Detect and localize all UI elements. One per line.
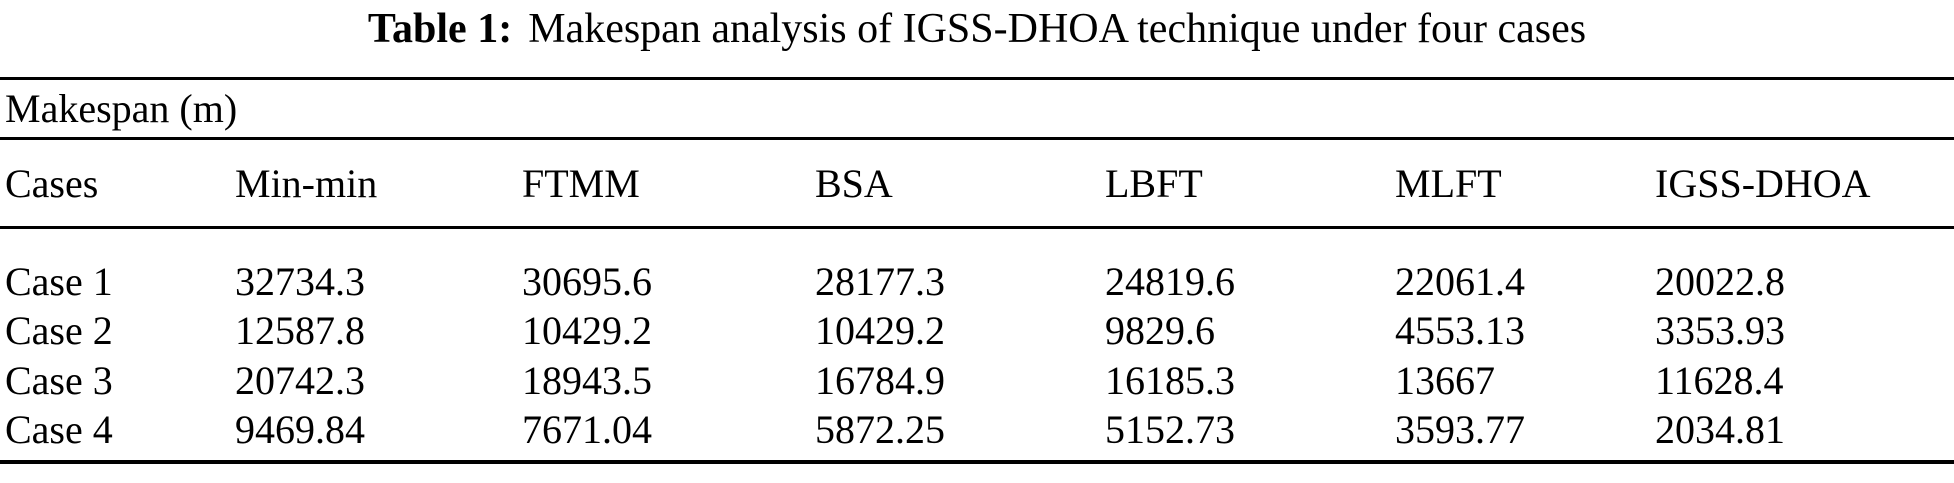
table-cell: 5872.25 xyxy=(815,407,945,452)
group-header-makespan: Makespan (m) xyxy=(0,78,1954,140)
col-header-cases: Cases xyxy=(0,138,235,229)
table-cell: 24819.6 xyxy=(1105,258,1235,304)
table-row-case-2: Case 2 12587.8 10429.2 10429.2 9829.6 45… xyxy=(0,306,1954,356)
table-cell: 11628.4 xyxy=(1655,358,1784,403)
table-caption: Table 1: Makespan analysis of IGSS-DHOA t… xyxy=(0,0,1954,77)
table-cell: 32734.3 xyxy=(235,258,365,304)
table-cell: 30695.6 xyxy=(522,258,652,304)
table-cell: 12587.8 xyxy=(235,308,365,353)
table-cell: 10429.2 xyxy=(815,308,945,353)
table-cell: 3593.77 xyxy=(1395,407,1525,452)
row-label: Case 1 xyxy=(5,258,113,304)
col-header-min-min: Min-min xyxy=(235,138,522,229)
col-header-mlft: MLFT xyxy=(1395,138,1655,229)
table-cell: 9469.84 xyxy=(235,407,365,452)
table-cell: 13667 xyxy=(1395,358,1495,403)
row-label: Case 3 xyxy=(5,358,113,403)
table-cell: 3353.93 xyxy=(1655,308,1785,353)
table-cell: 9829.6 xyxy=(1105,308,1215,353)
table-cell: 20742.3 xyxy=(235,358,365,403)
table-row-case-3: Case 3 20742.3 18943.5 16784.9 16185.3 1… xyxy=(0,356,1954,406)
table-cell: 4553.13 xyxy=(1395,308,1525,353)
table-row-case-1: Case 1 32734.3 30695.6 28177.3 24819.6 2… xyxy=(0,228,1954,306)
table-caption-label: Table 1: xyxy=(367,6,513,52)
table-row-case-4: Case 4 9469.84 7671.04 5872.25 5152.73 3… xyxy=(0,406,1954,462)
table-cell: 22061.4 xyxy=(1395,258,1525,304)
table-cell: 20022.8 xyxy=(1655,258,1785,304)
col-header-bsa: BSA xyxy=(815,138,1105,229)
col-header-lbft: LBFT xyxy=(1105,138,1395,229)
col-header-igss-dhoa: IGSS-DHOA xyxy=(1655,138,1954,229)
table-cell: 18943.5 xyxy=(522,358,652,403)
table-cell: 28177.3 xyxy=(815,258,945,304)
row-label: Case 4 xyxy=(5,407,113,452)
makespan-table: Makespan (m) Cases Min-min FTMM BSA LBFT… xyxy=(0,77,1954,464)
table-cell: 16784.9 xyxy=(815,358,945,403)
table-cell: 10429.2 xyxy=(522,308,652,353)
table-cell: 16185.3 xyxy=(1105,358,1235,403)
table-group-header-row: Makespan (m) xyxy=(0,78,1954,140)
table-cell: 5152.73 xyxy=(1105,407,1235,452)
table-cell: 2034.81 xyxy=(1655,407,1785,452)
table-cell: 7671.04 xyxy=(522,407,652,452)
table-caption-text: Makespan analysis of IGSS-DHOA technique… xyxy=(528,6,1587,52)
col-header-ftmm: FTMM xyxy=(522,138,815,229)
table-header-row: Cases Min-min FTMM BSA LBFT MLFT IGSS-DH… xyxy=(0,138,1954,229)
row-label: Case 2 xyxy=(5,308,113,353)
